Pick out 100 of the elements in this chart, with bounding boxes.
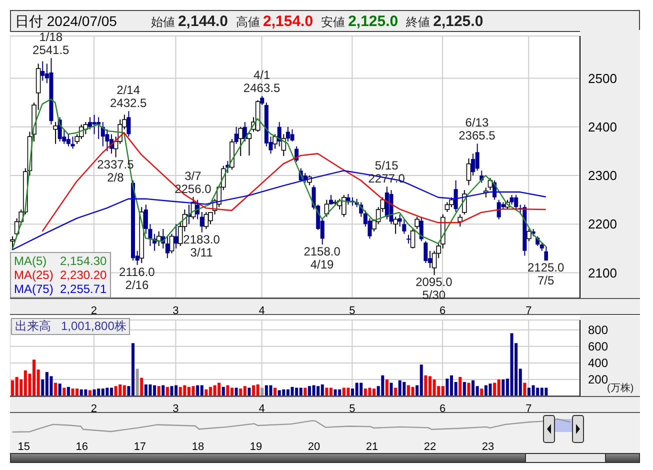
bar bbox=[183, 385, 186, 396]
bar bbox=[338, 389, 342, 396]
candlestick bbox=[165, 236, 170, 259]
y-tick-label: 200 bbox=[588, 372, 608, 387]
bar bbox=[536, 388, 540, 396]
bar bbox=[234, 388, 238, 396]
annotation: 2158.0 4/19 bbox=[304, 244, 341, 272]
bar bbox=[290, 386, 294, 396]
text: MA(25) 2,230.20 bbox=[14, 268, 107, 282]
bar bbox=[346, 388, 350, 396]
candlestick bbox=[414, 216, 420, 230]
candlestick bbox=[402, 218, 406, 234]
bar bbox=[118, 384, 122, 396]
candlestick bbox=[496, 199, 501, 220]
y-tick-label: 600 bbox=[588, 340, 608, 354]
x-tick-label: 22 bbox=[424, 440, 436, 453]
bar bbox=[122, 385, 126, 396]
candlestick bbox=[510, 194, 514, 206]
bar bbox=[467, 382, 470, 396]
y-tick-label: 400 bbox=[588, 356, 608, 370]
bar bbox=[364, 388, 367, 396]
bar bbox=[334, 389, 337, 396]
chart-title: 出来高 1,001,800株 bbox=[11, 318, 130, 335]
candlestick bbox=[526, 228, 532, 242]
bar bbox=[71, 388, 74, 396]
bar bbox=[260, 388, 264, 396]
bar bbox=[114, 386, 118, 396]
bar bbox=[488, 384, 492, 396]
bar bbox=[204, 389, 208, 396]
candlestick bbox=[277, 122, 282, 147]
bar bbox=[394, 388, 398, 396]
x-tick-label: 21 bbox=[366, 440, 378, 453]
bar bbox=[252, 385, 256, 396]
annotation: 2183.0 3/11 bbox=[183, 232, 220, 260]
candlestick bbox=[449, 196, 454, 208]
y-tick-label: 2100 bbox=[588, 265, 617, 280]
bar bbox=[144, 384, 148, 396]
bar bbox=[385, 379, 388, 396]
bar bbox=[472, 380, 475, 396]
candlestick bbox=[458, 214, 463, 228]
bar bbox=[523, 382, 526, 396]
bar bbox=[170, 386, 174, 396]
x-tick-label: 7 bbox=[526, 402, 532, 415]
candlestick bbox=[174, 224, 178, 249]
bar bbox=[84, 389, 88, 396]
annotation: 4/1 2463.5 bbox=[243, 68, 280, 96]
series-label: MA(5) 2,154.30 bbox=[14, 254, 107, 268]
bar bbox=[58, 384, 62, 396]
bar bbox=[510, 333, 514, 396]
bar bbox=[502, 379, 505, 396]
bar bbox=[243, 386, 246, 396]
x-tick-label: 3 bbox=[172, 304, 179, 317]
candlestick bbox=[514, 194, 518, 210]
bar bbox=[446, 378, 449, 396]
y-tick-label: 800 bbox=[588, 323, 608, 338]
bar bbox=[320, 384, 324, 396]
bar bbox=[282, 389, 286, 396]
bar bbox=[411, 386, 414, 396]
candlestick bbox=[328, 194, 333, 206]
bar bbox=[24, 370, 27, 396]
bar bbox=[248, 388, 251, 396]
y-axis-title: (万株) bbox=[607, 383, 634, 395]
bar bbox=[76, 388, 79, 396]
bar bbox=[256, 384, 260, 396]
bar bbox=[390, 382, 393, 396]
x-tick-label: 4 bbox=[258, 304, 265, 317]
bar bbox=[218, 382, 221, 396]
candlestick bbox=[272, 134, 278, 150]
bar bbox=[264, 385, 268, 396]
annotation: 2116.0 2/16 bbox=[119, 264, 156, 292]
bar bbox=[15, 377, 18, 396]
x-tick-label: 20 bbox=[308, 440, 320, 453]
bar bbox=[178, 386, 182, 396]
bar bbox=[106, 388, 109, 396]
bar bbox=[92, 389, 96, 396]
candlestick bbox=[10, 236, 15, 249]
x-tick-label: 17 bbox=[134, 440, 146, 453]
bar bbox=[162, 385, 165, 396]
candlestick bbox=[454, 180, 458, 212]
annotation: 2125.0 7/5 bbox=[527, 260, 565, 288]
candlestick bbox=[126, 110, 131, 138]
bar bbox=[432, 379, 436, 396]
bar bbox=[484, 385, 488, 396]
bar bbox=[325, 388, 328, 396]
candlestick bbox=[169, 233, 174, 254]
x-tick-label: 18 bbox=[192, 440, 204, 453]
annotation: 2/14 2432.5 bbox=[110, 83, 148, 110]
bar bbox=[269, 385, 272, 396]
bar bbox=[66, 386, 70, 396]
bar bbox=[54, 382, 58, 396]
x-tick-label: 5 bbox=[349, 402, 356, 415]
bar bbox=[402, 382, 406, 396]
line-series bbox=[42, 132, 546, 232]
bar bbox=[368, 388, 372, 396]
y-tick-label: 2300 bbox=[588, 168, 617, 184]
bar bbox=[480, 388, 484, 396]
bar bbox=[295, 388, 298, 396]
candlestick bbox=[466, 158, 472, 186]
candlestick bbox=[200, 211, 204, 233]
x-tick-label: 15 bbox=[18, 440, 30, 453]
